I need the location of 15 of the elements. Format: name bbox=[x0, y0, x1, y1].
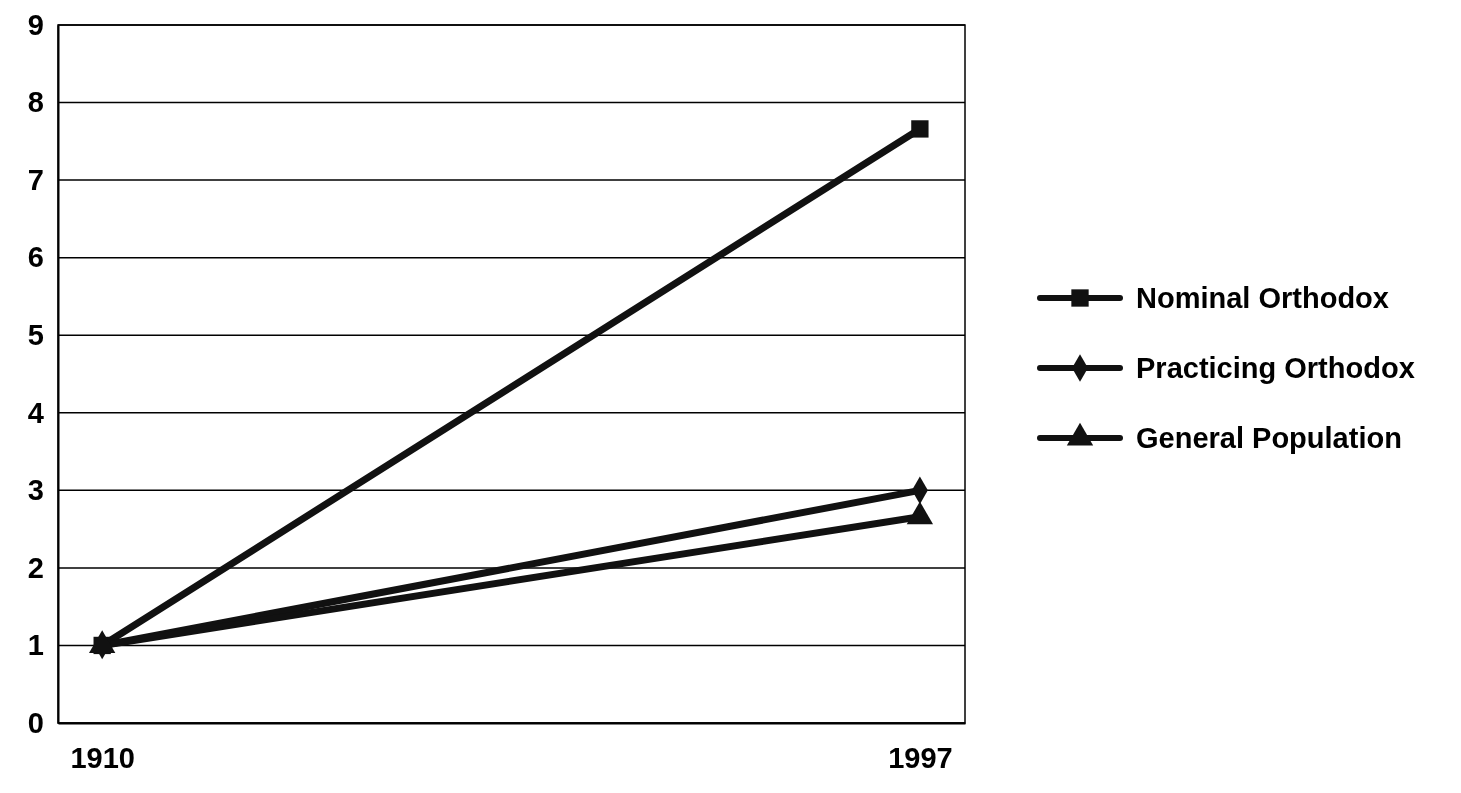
y-tick-label: 1 bbox=[27, 629, 44, 662]
y-tick-label: 4 bbox=[27, 396, 44, 429]
x-tick-label: 1910 bbox=[70, 741, 135, 774]
y-tick-label: 3 bbox=[27, 474, 44, 507]
y-tick-label: 6 bbox=[27, 241, 44, 274]
legend-label: Nominal Orthodox bbox=[1136, 282, 1389, 315]
y-tick-label: 2 bbox=[27, 551, 44, 584]
y-tick-label: 5 bbox=[27, 319, 44, 351]
y-tick-label: 0 bbox=[27, 706, 44, 739]
legend-label: Practicing Orthodox bbox=[1136, 352, 1415, 385]
y-tick-label: 7 bbox=[27, 163, 44, 196]
y-tick-label: 8 bbox=[27, 86, 44, 119]
y-tick-label: 9 bbox=[27, 8, 44, 41]
x-tick-label: 1997 bbox=[888, 741, 953, 774]
legend-label: General Population bbox=[1136, 422, 1402, 455]
